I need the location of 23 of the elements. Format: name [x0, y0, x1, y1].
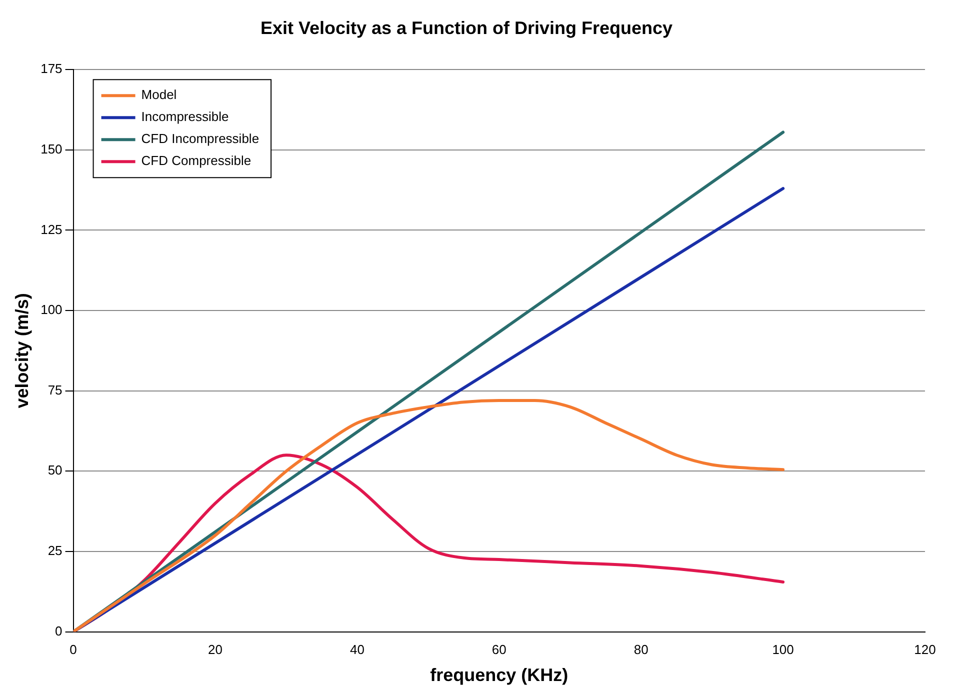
legend-label: CFD Incompressible [141, 131, 260, 146]
x-tick-label: 60 [492, 642, 506, 658]
x-tick-label: 20 [208, 642, 222, 658]
line-series [73, 398, 785, 632]
y-tick-label: 50 [48, 462, 62, 478]
x-axis-title: frequency (KHz) [430, 665, 568, 686]
x-tick-label: 100 [772, 642, 794, 658]
chart-title: Exit Velocity as a Function of Driving Frequency [260, 18, 673, 38]
x-tick-label: 80 [634, 642, 648, 658]
x-tick-label: 120 [914, 642, 936, 658]
y-tick-label: 75 [48, 382, 62, 398]
y-tick-label: 125 [40, 222, 62, 237]
legend-label: Incompressible [141, 109, 229, 124]
x-tick-label: 40 [350, 642, 364, 658]
y-tick-label: 25 [48, 543, 62, 558]
y-tick-label: 100 [40, 302, 62, 318]
y-tick-label: 150 [40, 141, 62, 156]
legend-label: Model [141, 87, 177, 102]
legend-label: CFD Compressible [141, 153, 252, 168]
x-tick-label: 0 [70, 642, 77, 658]
y-tick-label: 175 [40, 61, 62, 76]
y-tick-label: 0 [55, 623, 62, 638]
y-axis-title: velocity (m/s) [12, 293, 32, 408]
